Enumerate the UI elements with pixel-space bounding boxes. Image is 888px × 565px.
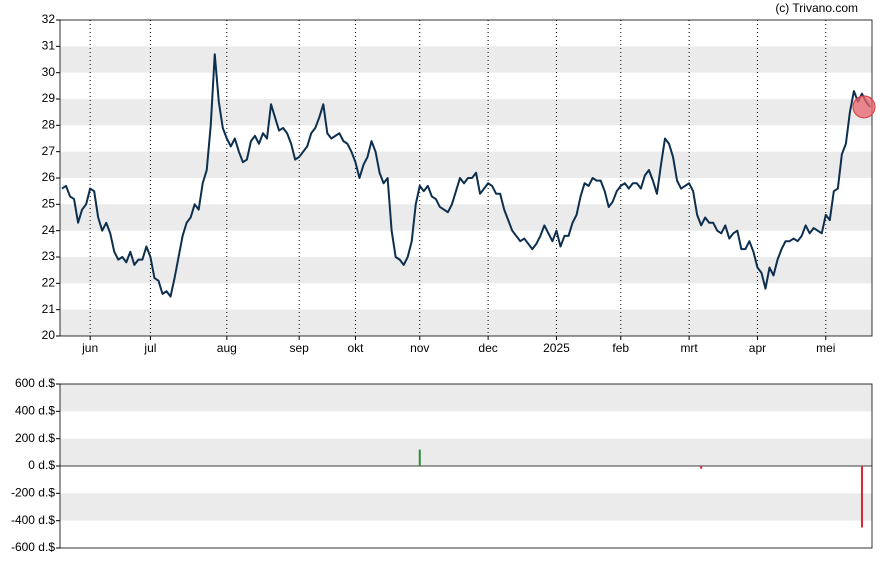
bar [860,466,863,528]
x-tick-label: jul [143,341,156,355]
x-tick-label: nov [410,341,429,355]
x-tick-label: mei [816,341,835,355]
grid-band [60,438,872,466]
y-tick-label: 31 [42,39,56,53]
x-tick-label: mrt [680,341,698,355]
x-tick-label: feb [612,341,629,355]
grid-band [60,151,872,178]
y-tick-label: 28 [42,118,56,132]
x-tick-label: apr [749,341,766,355]
y-tick-label: 29 [42,91,56,105]
x-tick-label: okt [347,341,364,355]
grid-band [60,384,872,412]
grid-band [60,493,872,521]
price-line [61,53,871,298]
grid-band [60,309,872,336]
grid-band [60,257,872,284]
y-tick-label: -200 d.$ [11,486,55,500]
grid-band [60,204,872,231]
y-tick-label: 200 d.$ [15,431,55,445]
plot-frame [59,19,873,337]
x-tick-label: 2025 [543,341,570,355]
y-tick-label: 23 [42,249,56,263]
y-tick-label: 27 [42,144,56,158]
y-tick-label: 600 d.$ [15,376,55,390]
x-tick-label: aug [217,341,237,355]
bar [418,449,421,466]
grid-band [60,46,872,73]
x-tick-label: dec [478,341,497,355]
y-tick-label: 25 [42,197,56,211]
y-tick-label: -400 d.$ [11,513,55,527]
x-tick-label: jun [81,341,98,355]
last-marker [852,95,876,119]
y-tick-label: -600 d.$ [11,540,55,554]
credit: (c) Trivano.com [775,1,858,15]
y-tick-label: 20 [42,328,56,342]
y-tick-label: 0 d.$ [28,458,55,472]
y-tick-label: 30 [42,65,56,79]
bar [700,466,703,469]
x-tick-label: sep [289,341,309,355]
grid-band [60,99,872,126]
y-tick-label: 21 [42,302,56,316]
y-tick-label: 24 [42,223,56,237]
y-tick-label: 32 [42,12,56,26]
y-tick-label: 22 [42,276,56,290]
y-tick-label: 26 [42,170,56,184]
y-tick-label: 400 d.$ [15,404,55,418]
